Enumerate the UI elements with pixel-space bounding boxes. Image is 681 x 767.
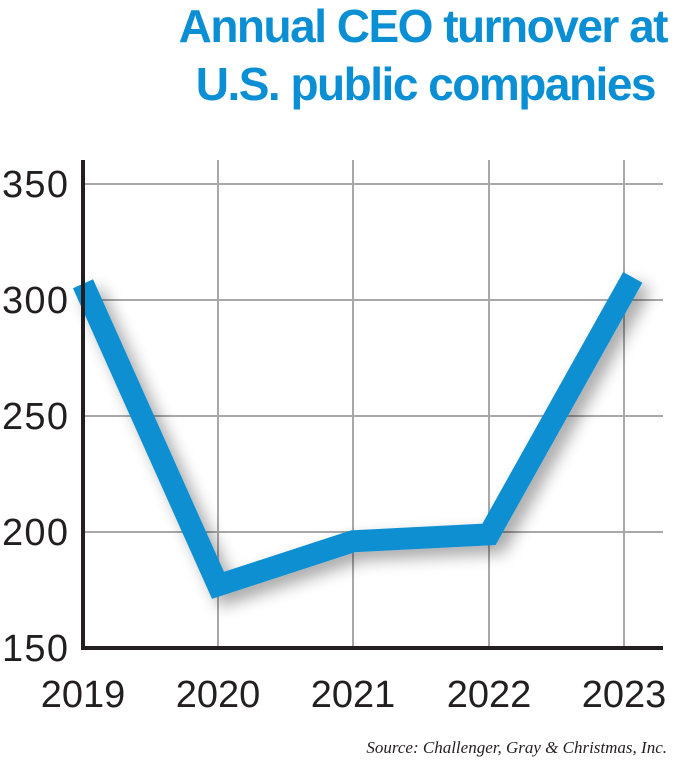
y-tick-label: 300 bbox=[2, 280, 68, 322]
x-tick-label: 2021 bbox=[311, 674, 396, 716]
y-axis-ticks: 350 300 250 200 150 bbox=[2, 164, 68, 670]
x-tick-label: 2023 bbox=[582, 674, 667, 716]
chart-title-line-2: U.S. public companies bbox=[195, 58, 657, 110]
x-tick-label: 2022 bbox=[447, 674, 532, 716]
x-axis-ticks: 2019 2020 2021 2022 2023 bbox=[41, 674, 667, 716]
series-line-ceo-turnover bbox=[72, 271, 643, 599]
gridlines bbox=[83, 160, 663, 649]
data-line bbox=[72, 271, 643, 599]
y-tick-label: 200 bbox=[2, 512, 68, 554]
x-tick-label: 2019 bbox=[41, 674, 126, 716]
source-note: Source: Challenger, Gray & Christmas, In… bbox=[366, 738, 667, 757]
axes bbox=[81, 160, 663, 650]
y-tick-label: 150 bbox=[2, 628, 68, 670]
y-tick-label: 350 bbox=[2, 164, 68, 206]
chart-title-line-1: Annual CEO turnover at bbox=[178, 0, 669, 52]
x-tick-label: 2020 bbox=[176, 674, 261, 716]
y-tick-label: 250 bbox=[2, 396, 68, 438]
